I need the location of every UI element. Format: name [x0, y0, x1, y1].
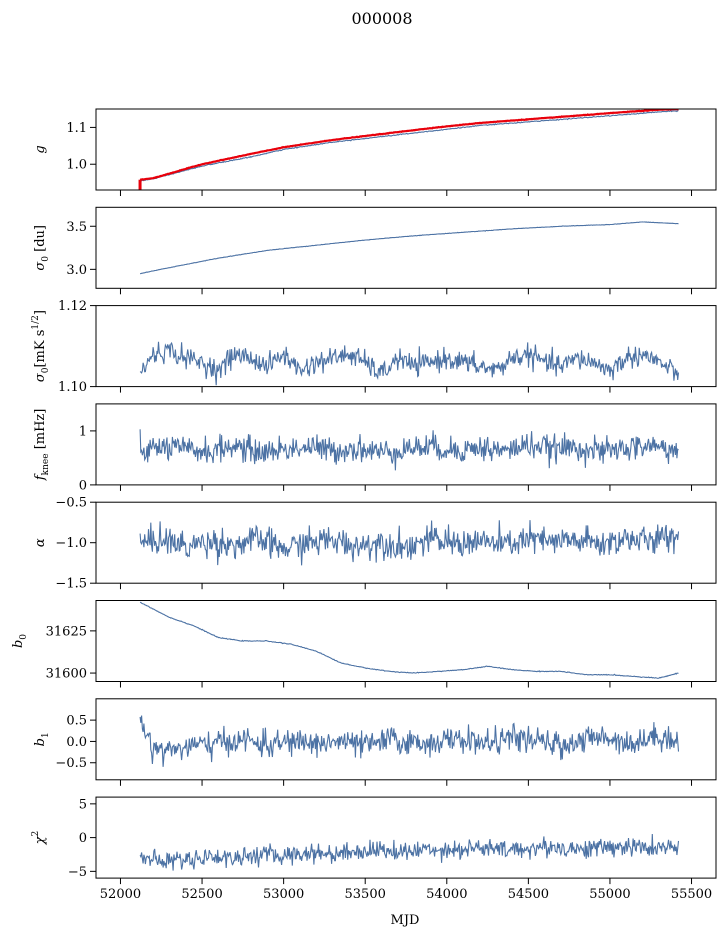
- y-tick-label: −0.5: [55, 756, 87, 771]
- y-axis-label-fknee: fknee [mHz]: [33, 409, 51, 482]
- y-axis-label-sigma0-du: σ0 [du]: [33, 225, 51, 271]
- y-tick-label: 0.5: [66, 714, 87, 729]
- figure-title: 000008: [351, 9, 412, 28]
- series-line-chi2: [139, 833, 680, 871]
- y-tick-label: 0: [79, 478, 87, 493]
- y-tick-label: 1.10: [58, 380, 87, 395]
- panel-chi2: −5 0 5 52000 52500 53000 53500 54000 54500 55000 5…: [31, 796, 717, 902]
- y-tick-label: 1.1: [66, 121, 87, 136]
- series-line-alpha: [139, 520, 680, 566]
- axes-frame: [95, 108, 717, 191]
- series-line-b0: [139, 601, 679, 679]
- axes-frame: [95, 796, 717, 879]
- x-axis-label: MJD: [391, 913, 420, 928]
- panel-alpha: −1.5 −1.0 −0.5 α: [33, 496, 717, 592]
- panels: 1.0 1.1 g 3.0 3.5 σ0 [du] 1.10 1.12 σ0[mK s1/2] 0…: [11, 108, 717, 902]
- series-line-sigma0-mk: [139, 341, 680, 386]
- series-line-b1: [139, 715, 680, 767]
- x-tick-label: 52500: [181, 887, 222, 902]
- y-tick-label: 0: [79, 831, 87, 846]
- y-axis-label-alpha: α: [33, 538, 48, 547]
- series-line-sigma0-du: [140, 221, 679, 275]
- y-axis-label-sigma0-mk: σ0[mK s1/2]: [31, 310, 51, 382]
- axes-frame: [95, 600, 717, 682]
- panel-fknee: 0 1 fknee [mHz]: [33, 403, 717, 493]
- y-tick-label: 5: [79, 797, 87, 812]
- y-tick-label: 3.0: [66, 263, 87, 278]
- y-tick-label: 31625: [46, 624, 87, 639]
- y-tick-label: −1.0: [55, 536, 87, 551]
- y-axis-label-b1: b1: [33, 732, 51, 746]
- panel-sigma0-du: 3.0 3.5 σ0 [du]: [33, 206, 717, 295]
- x-tick-label: 55000: [589, 887, 630, 902]
- y-tick-label: −0.5: [55, 496, 87, 511]
- panel-b1: −0.5 0.0 0.5 b1: [33, 698, 717, 786]
- x-tick-label: 55500: [671, 887, 712, 902]
- x-tick-label: 53500: [345, 887, 386, 902]
- y-axis-label-g: g: [33, 145, 48, 153]
- y-tick-label: 1.0: [66, 158, 87, 173]
- axes-frame: [95, 305, 717, 388]
- x-tick-label: 54000: [426, 887, 467, 902]
- y-tick-label: 1: [79, 424, 87, 439]
- panel-g: 1.0 1.1 g: [33, 108, 717, 196]
- y-tick-label: 1.12: [58, 299, 87, 314]
- y-axis-label-b0: b0: [11, 634, 29, 648]
- x-tick-label: 53000: [263, 887, 304, 902]
- y-tick-label: −1.5: [55, 577, 87, 592]
- axes-frame: [95, 403, 717, 486]
- y-tick-label: 3.5: [66, 220, 87, 235]
- y-tick-label: 0.0: [66, 735, 87, 750]
- panel-b0: 31600 31625 b0: [11, 600, 717, 688]
- y-axis-label-chi2: χ2: [31, 831, 48, 846]
- x-tick-label: 54500: [508, 887, 549, 902]
- axes-frame: [95, 698, 717, 781]
- series-line-g-overlay: [139, 109, 679, 181]
- series-line-fknee: [139, 429, 679, 471]
- series-line-g: [140, 110, 679, 182]
- y-tick-label: −5: [68, 865, 87, 880]
- y-tick-label: 31600: [46, 667, 87, 682]
- axes-frame: [95, 206, 717, 289]
- x-tick-label: 52000: [100, 887, 141, 902]
- panel-sigma0-mk: 1.10 1.12 σ0[mK s1/2]: [31, 299, 717, 395]
